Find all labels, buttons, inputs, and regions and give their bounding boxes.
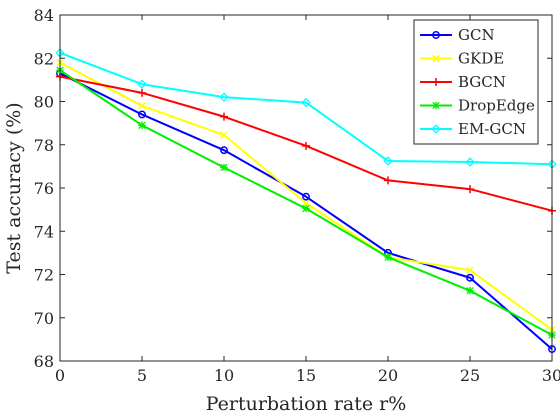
data-point <box>466 185 474 194</box>
x-tick-label: 25 <box>460 366 480 385</box>
y-tick-label: 70 <box>34 309 54 328</box>
data-point <box>466 287 474 295</box>
x-tick-label: 0 <box>55 366 65 385</box>
x-tick-label: 5 <box>137 366 147 385</box>
data-point <box>220 163 228 172</box>
series-line <box>59 72 553 350</box>
x-tick-label: 20 <box>378 366 398 385</box>
data-point <box>465 157 475 167</box>
x-tick-label: 10 <box>214 366 234 385</box>
y-tick-label: 82 <box>34 49 54 68</box>
y-tick-label: 68 <box>34 352 54 371</box>
legend-entry: BGCN <box>420 73 506 91</box>
data-point <box>384 253 392 261</box>
data-point <box>466 266 474 274</box>
legend-marker <box>432 101 440 110</box>
x-axis-ticks: 0 5 10 15 20 25 30 <box>55 15 560 385</box>
y-tick-label: 74 <box>34 222 54 241</box>
data-point <box>302 141 310 150</box>
data-point <box>220 131 228 139</box>
data-point <box>137 79 147 89</box>
data-point <box>138 88 146 97</box>
legend: GCN GKDE BGCN DropEdge EM-GCN <box>413 19 539 145</box>
legend-marker <box>432 54 440 63</box>
y-tick-label: 84 <box>34 6 54 25</box>
legend-label: EM-GCN <box>458 120 526 138</box>
y-tick-label: 72 <box>34 266 54 285</box>
legend-entry: GCN <box>420 26 495 44</box>
y-tick-label: 80 <box>34 93 54 112</box>
legend-label: GCN <box>458 26 495 44</box>
series-layer <box>55 48 557 354</box>
legend-entry: EM-GCN <box>420 120 526 138</box>
data-point <box>138 102 146 110</box>
y-tick-label: 78 <box>34 136 54 155</box>
legend-entry: DropEdge <box>420 97 535 115</box>
data-point <box>301 97 311 108</box>
data-point <box>384 176 392 185</box>
y-tick-label: 76 <box>34 179 54 198</box>
data-point <box>220 112 228 121</box>
data-point <box>138 121 146 129</box>
data-point <box>302 192 310 201</box>
x-axis-label: Perturbation rate r% <box>206 393 407 415</box>
x-tick-label: 30 <box>542 366 560 385</box>
legend-marker <box>431 124 441 134</box>
data-point <box>302 204 310 213</box>
legend-label: GKDE <box>458 50 504 68</box>
y-axis-ticks: 68 70 72 74 76 78 80 82 84 <box>34 6 552 371</box>
legend-label: BGCN <box>458 73 506 91</box>
data-point <box>302 199 310 207</box>
y-axis-label: Test accuracy (%) <box>3 102 25 273</box>
legend-marker <box>432 78 440 86</box>
data-point <box>220 146 228 155</box>
legend-label: DropEdge <box>458 97 535 115</box>
data-point <box>466 273 474 282</box>
x-tick-label: 15 <box>296 366 316 385</box>
data-point <box>138 110 146 119</box>
data-point <box>219 92 229 102</box>
series-gkde <box>56 58 556 334</box>
legend-entry: GKDE <box>420 50 504 68</box>
legend-marker <box>432 31 440 39</box>
series-line <box>59 51 553 166</box>
legend-box <box>413 19 539 145</box>
data-point <box>383 156 393 166</box>
